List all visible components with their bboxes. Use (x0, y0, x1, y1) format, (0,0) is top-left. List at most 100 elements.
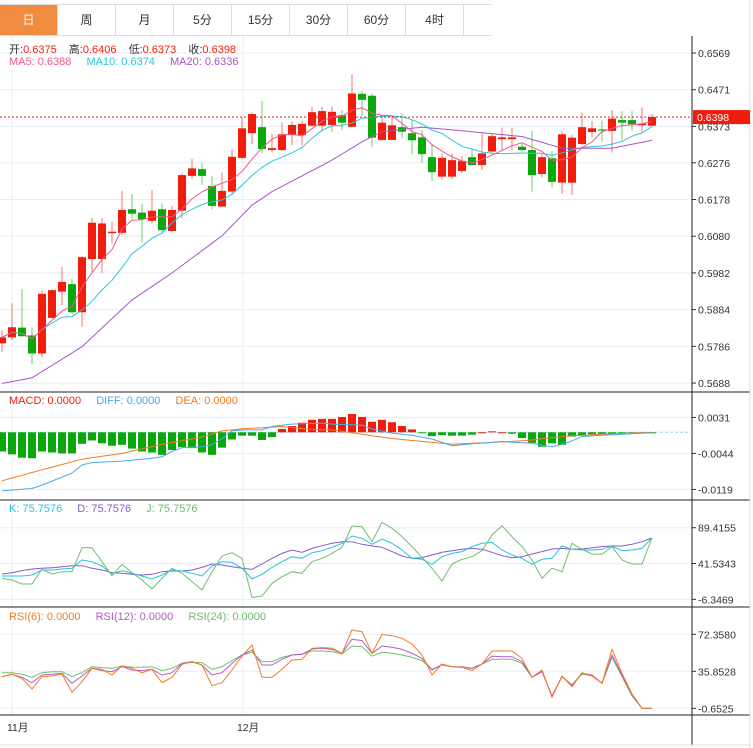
candle-up (388, 125, 396, 140)
high-value: 0.6406 (82, 44, 117, 56)
macd-bar-negative (418, 432, 426, 434)
macd-bar-negative (438, 432, 446, 436)
candle-down (358, 93, 366, 100)
open-label: 开: (9, 44, 24, 56)
candle-up (58, 281, 66, 292)
rsi12-value: RSI(12): 0.0000 (95, 611, 174, 623)
macd-bar-negative (518, 432, 526, 439)
last-price-label: 0.6398 (697, 112, 729, 124)
kdj-tick-label: -6.3469 (698, 594, 734, 606)
candle-down (428, 157, 436, 173)
macd-bar-negative (188, 432, 196, 449)
macd-bar-negative (8, 432, 16, 455)
macd-bar-positive (328, 418, 336, 433)
candle-up (88, 222, 96, 260)
macd-bar-negative (0, 432, 6, 452)
dea-line (1, 425, 653, 482)
diff-value: DIFF: 0.0000 (96, 395, 161, 407)
macd-bar-negative (448, 432, 456, 436)
open-value: 0.6375 (23, 44, 57, 56)
x-axis-label: 11月 (7, 722, 28, 734)
price-tick-label: 0.6471 (698, 85, 730, 97)
candle-up (538, 157, 546, 175)
candle-down (28, 335, 36, 354)
close-label: 收: (188, 44, 203, 56)
macd-bar-negative (568, 432, 576, 437)
candle-up (38, 293, 46, 354)
ma20-line (1, 126, 653, 384)
price-tick-label: 0.6080 (698, 231, 730, 243)
kdj-tick-label: 41.5343 (698, 559, 736, 571)
candle-up (268, 148, 276, 151)
candle-down (208, 186, 216, 206)
macd-tick-label: 0.0031 (698, 412, 730, 424)
tab-5[interactable]: 30分 (290, 5, 348, 35)
macd-bar-negative (58, 432, 66, 454)
candle-up (188, 168, 196, 176)
macd-bar-negative (208, 432, 216, 455)
macd-tick-label: -0.0119 (698, 484, 733, 496)
rsi24-line (2, 645, 652, 709)
tab-3[interactable]: 5分 (174, 5, 232, 35)
candle-up (178, 175, 186, 211)
candle-up (498, 137, 506, 140)
close-value: 0.6398 (202, 44, 237, 56)
price-tick-label: 0.6569 (698, 48, 730, 60)
tab-7[interactable]: 4时 (406, 5, 464, 35)
macd-bar-negative (38, 432, 46, 452)
candle-up (98, 223, 106, 260)
ma5-value: MA5: 0.6388 (9, 56, 72, 68)
ma10-value: MA10: 0.6374 (86, 56, 155, 68)
macd-bar-negative (598, 432, 606, 435)
candle-down (198, 169, 206, 176)
kdj-tick-label: 89.4155 (698, 523, 736, 535)
high-label: 高: (68, 44, 83, 56)
candle-down (518, 146, 526, 151)
candle-up (458, 160, 466, 172)
price-tick-label: 0.5786 (698, 341, 730, 353)
macd-bar-negative (78, 432, 86, 444)
tab-2[interactable]: 月 (116, 5, 174, 35)
candle-up (488, 136, 496, 152)
candle-down (468, 157, 476, 166)
tab-6[interactable]: 60分 (348, 5, 406, 35)
price-tick-label: 0.5688 (698, 378, 730, 390)
macd-bar-positive (278, 428, 286, 433)
macd-bar-negative (18, 432, 26, 458)
ma20-value: MA20: 0.6336 (170, 56, 239, 68)
rsi-tick-label: 35.8528 (698, 666, 736, 678)
candle-up (108, 231, 116, 234)
macd-bar-negative (428, 432, 436, 437)
macd-bar-negative (128, 432, 136, 449)
tab-4[interactable]: 15分 (232, 5, 290, 35)
price-tick-label: 0.6276 (698, 158, 730, 170)
macd-bar-negative (558, 432, 566, 445)
tab-0[interactable]: 日 (0, 5, 58, 35)
macd-bar-negative (538, 432, 546, 447)
macd-bar-positive (298, 422, 306, 433)
candle-down (418, 137, 426, 155)
macd-bar-negative (158, 432, 166, 455)
macd-bar-positive (308, 419, 316, 433)
candle-down (128, 209, 136, 214)
macd-bar-negative (238, 432, 246, 436)
x-axis-label: 12月 (237, 722, 259, 734)
candle-up (578, 127, 586, 145)
macd-bar-negative (138, 432, 146, 452)
k-value: K: 75.7576 (9, 503, 63, 515)
ma10-line (1, 115, 653, 340)
ohlc-readout: 开:0.6375 高:0.6406 低:0.6373 收:0.6398 (9, 41, 245, 57)
tab-1[interactable]: 周 (58, 5, 116, 35)
candle-down (68, 284, 76, 313)
macd-bar-negative (148, 432, 156, 453)
macd-bar-positive (348, 414, 356, 433)
candle-down (548, 158, 556, 182)
macd-bar-positive (408, 429, 416, 433)
candle-up (318, 111, 326, 126)
d-value: D: 75.7576 (77, 503, 132, 515)
macd-bar-negative (218, 432, 226, 448)
macd-bar-negative (168, 432, 176, 451)
candle-up (228, 156, 236, 192)
candle-up (308, 112, 316, 126)
